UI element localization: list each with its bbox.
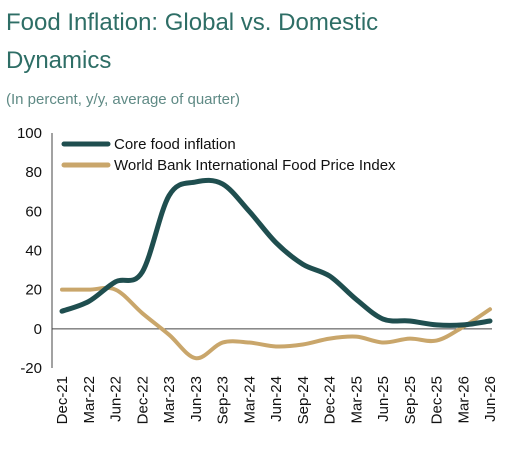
y-tick-label: 0	[34, 321, 42, 338]
y-tick-label: 80	[25, 164, 42, 181]
chart-title-line-2: Dynamics	[6, 47, 111, 74]
y-tick-label: 60	[25, 203, 42, 220]
y-tick-label: 20	[25, 282, 42, 299]
x-tick-label: Jun-24	[268, 376, 285, 422]
series-line	[60, 285, 492, 361]
series-line	[59, 177, 493, 328]
x-tick-label: Dec-24	[322, 376, 339, 424]
x-tick-label: Sep-24	[295, 376, 312, 424]
x-tick-label: Dec-22	[134, 376, 151, 424]
x-tick-label: Dec-25	[429, 376, 446, 424]
legend-label: World Bank International Food Price Inde…	[114, 157, 396, 174]
x-tick-label: Jun-22	[108, 376, 125, 422]
x-tick-label: Jun-26	[482, 376, 499, 422]
x-tick-label: Mar-25	[348, 376, 365, 424]
x-tick-label: Mar-24	[241, 376, 258, 424]
x-tick-label: Mar-26	[455, 376, 472, 424]
y-tick-label: -20	[20, 360, 42, 377]
chart-title-line-1: Food Inflation: Global vs. Domestic	[6, 9, 378, 36]
legend-label: Core food inflation	[114, 136, 236, 153]
x-tick-label: Jun-23	[188, 376, 205, 422]
x-tick-label: Sep-25	[402, 376, 419, 424]
y-tick-label: 40	[25, 243, 42, 260]
x-tick-label: Dec-21	[54, 376, 71, 424]
x-tick-label: Mar-23	[161, 376, 178, 424]
x-tick-label: Sep-23	[215, 376, 232, 424]
chart-subtitle: (In percent, y/y, average of quarter)	[6, 91, 240, 108]
y-tick-label: 100	[17, 125, 42, 142]
x-tick-label: Jun-25	[375, 376, 392, 422]
x-tick-label: Mar-22	[81, 376, 98, 424]
